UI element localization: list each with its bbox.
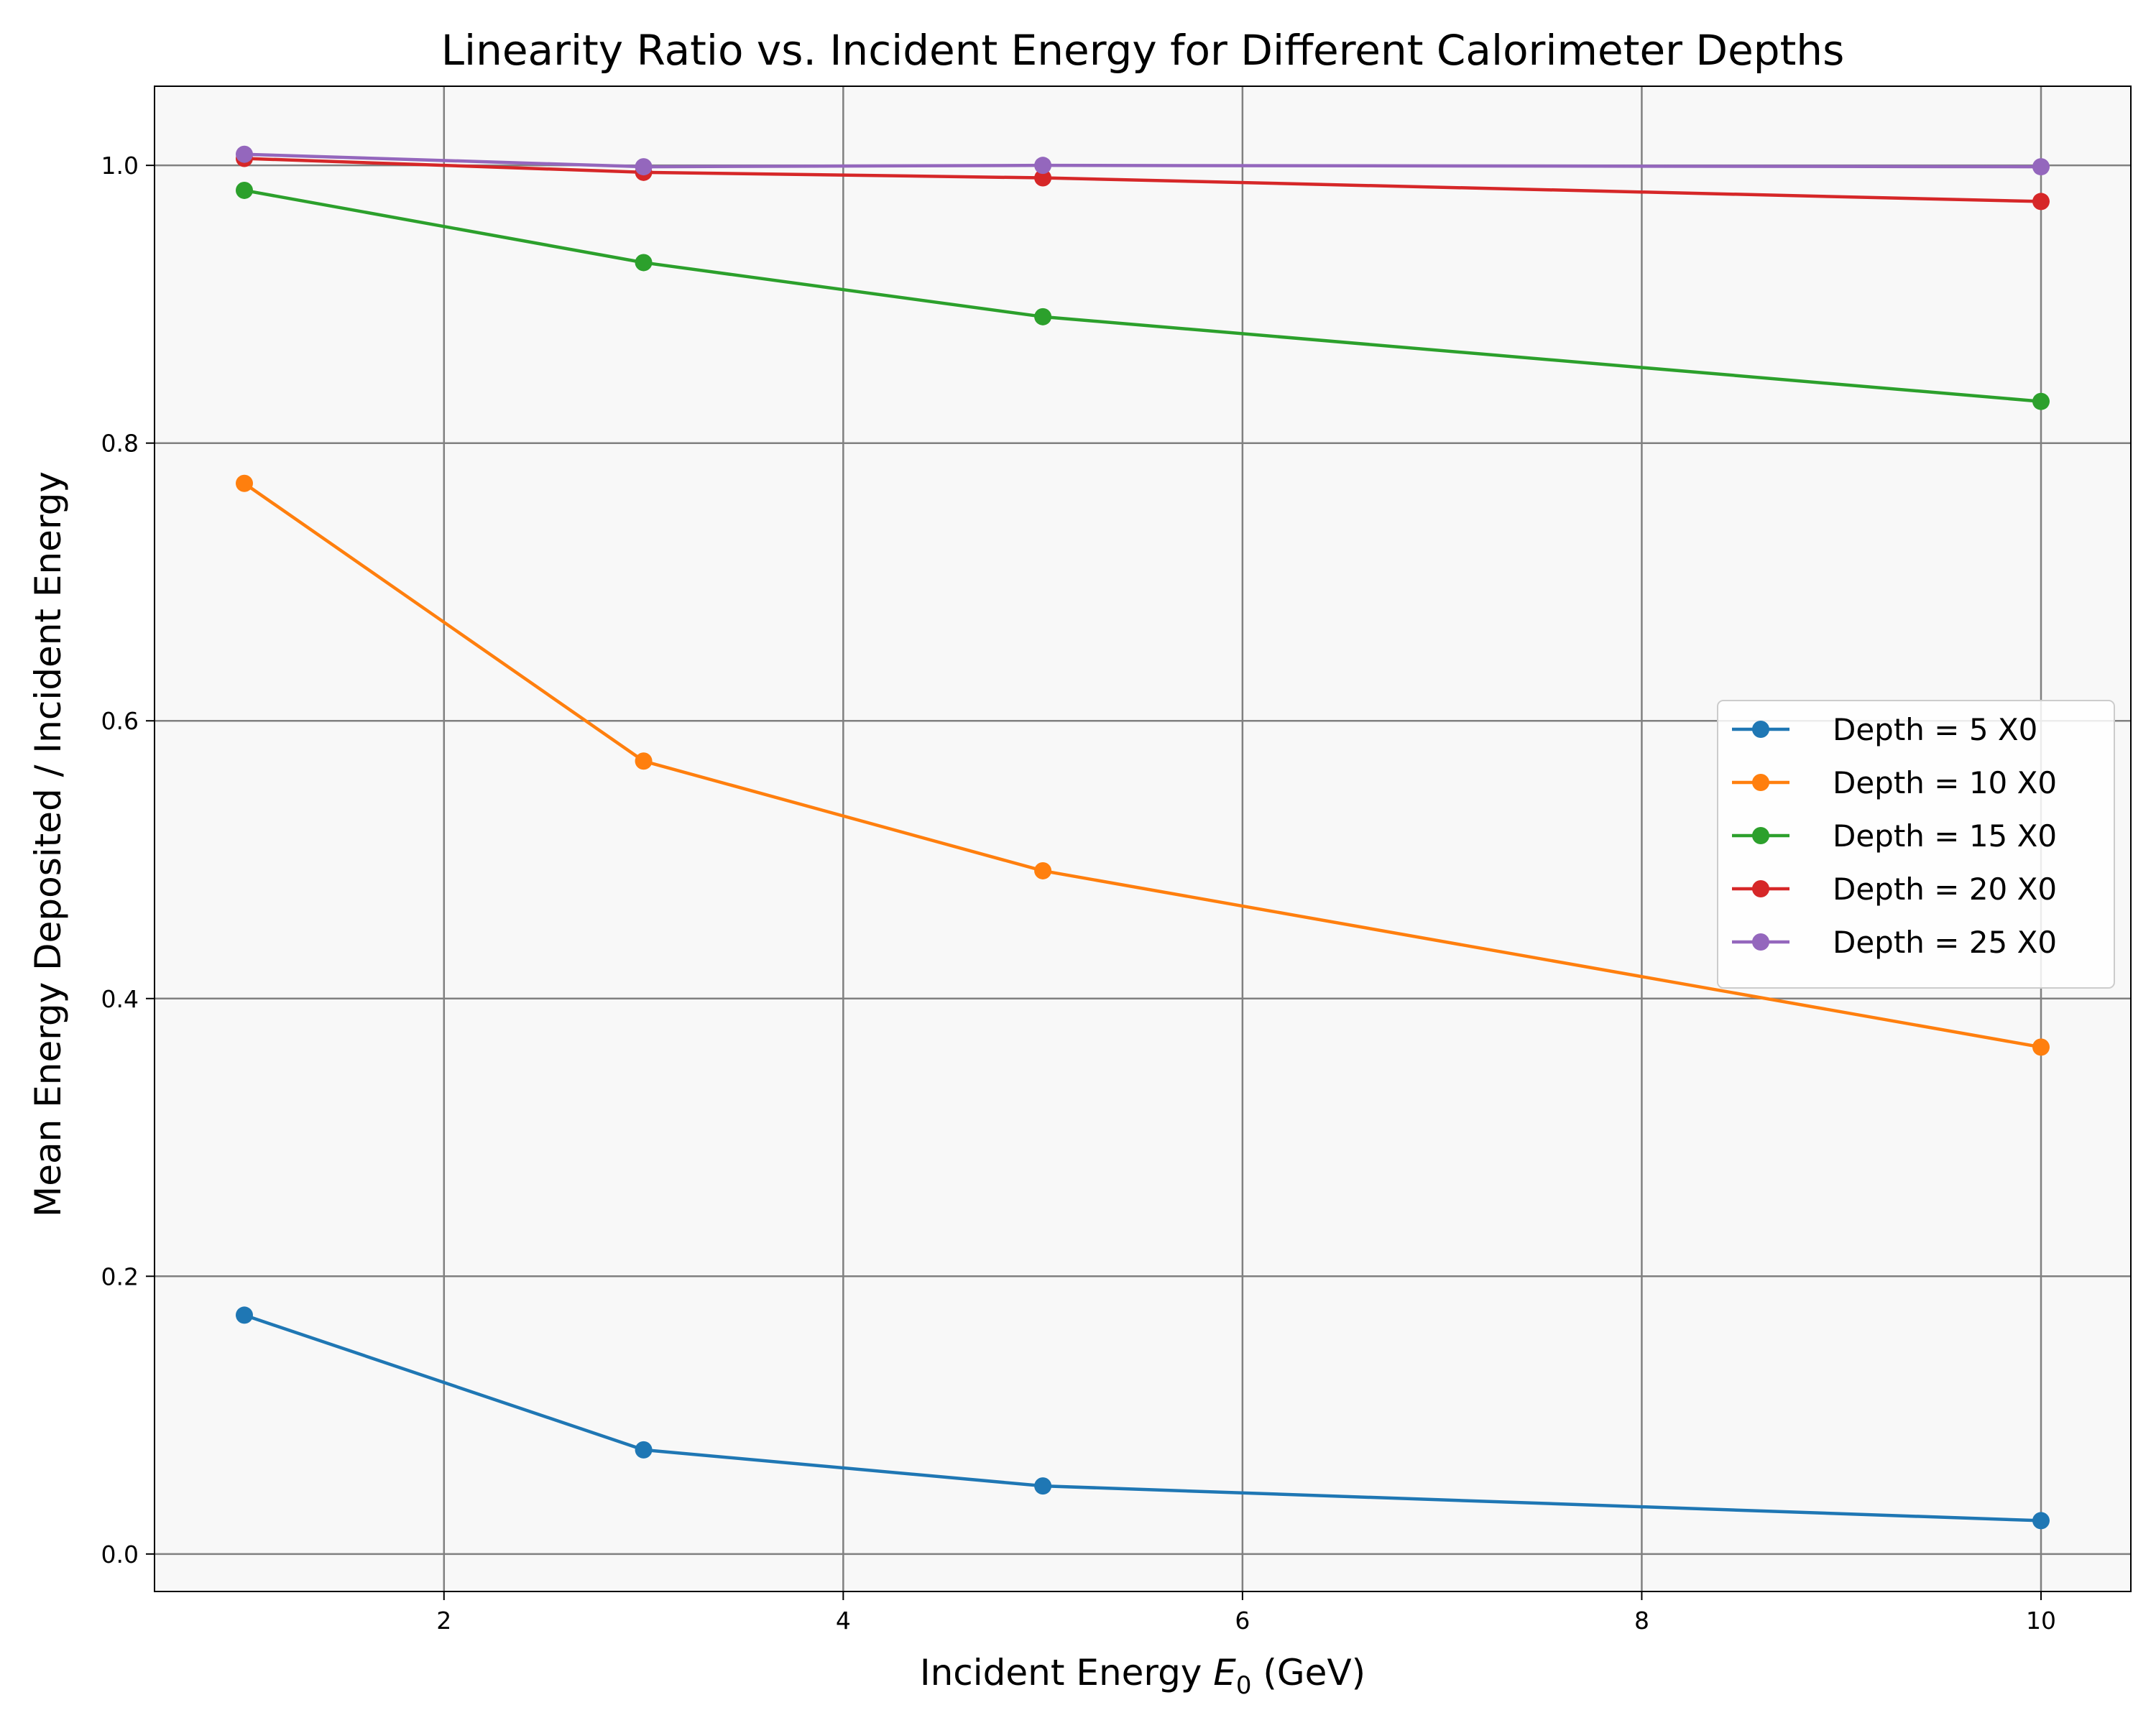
data-point (1034, 861, 1052, 879)
legend-item: Depth = 10 X0 (1732, 765, 2057, 800)
legend-label: Depth = 5 X0 (1833, 712, 2037, 747)
legend-marker (1752, 721, 1769, 738)
x-tick-label: 4 (836, 1607, 851, 1635)
data-point (635, 1441, 653, 1459)
x-tick-label: 10 (2026, 1607, 2056, 1635)
chart-title: Linearity Ratio vs. Incident Energy for … (441, 26, 1845, 75)
legend-label: Depth = 10 X0 (1833, 765, 2057, 800)
data-point (2032, 1512, 2050, 1530)
data-point (236, 181, 253, 199)
series-lines (236, 145, 2050, 1530)
legend: Depth = 5 X0 Depth = 10 X0 Depth = 15 X0 De… (1717, 700, 2115, 989)
axis-ticks: 2 4 6 8 10 0.0 0.2 0.4 0.6 0.8 1.0 (101, 152, 2056, 1635)
x-axis-label-unit: (GeV) (1252, 1652, 1366, 1694)
y-tick-label: 0.8 (101, 430, 139, 458)
data-point (1034, 157, 1052, 175)
data-point (635, 254, 653, 272)
legend-marker (1752, 774, 1769, 791)
legend-box (1717, 700, 2115, 989)
legend-item: Depth = 20 X0 (1732, 872, 2057, 907)
data-point (635, 158, 653, 176)
y-tick-label: 0.4 (101, 985, 139, 1013)
x-tick-label: 6 (1235, 1607, 1250, 1635)
series-line (244, 188, 2042, 403)
data-point (2032, 158, 2050, 176)
series-group (236, 474, 2050, 1056)
legend-label: Depth = 20 X0 (1833, 872, 2057, 907)
series-line (244, 1313, 2042, 1523)
x-axis-label-sub: 0 (1236, 1671, 1252, 1700)
legend-marker (1752, 827, 1769, 844)
legend-marker (1752, 933, 1769, 951)
data-point (2032, 193, 2050, 211)
x-tick-label: 8 (1634, 1607, 1649, 1635)
data-point (236, 474, 253, 492)
legend-label: Depth = 15 X0 (1833, 818, 2057, 854)
legend-label: Depth = 25 X0 (1833, 925, 2057, 960)
data-point (2032, 1038, 2050, 1056)
series-line (243, 481, 2042, 1049)
y-tick-label: 1.0 (101, 152, 139, 180)
y-axis-label: Mean Energy Deposited / Incident Energy (27, 471, 69, 1217)
y-tick-label: 0.2 (101, 1262, 139, 1290)
x-tick-label: 2 (436, 1607, 451, 1635)
data-point (236, 1306, 253, 1324)
data-point (1034, 1477, 1052, 1495)
plot-frame (154, 86, 2132, 1592)
x-axis-label: Incident Energy E0 (GeV) (920, 1652, 1365, 1700)
legend-item: Depth = 15 X0 (1732, 818, 2057, 854)
series-group (236, 145, 2050, 176)
data-point (1034, 169, 1052, 187)
y-tick-label: 0.6 (101, 707, 139, 735)
x-axis-label-var: E (1213, 1652, 1236, 1694)
series-line (244, 157, 2042, 203)
series-group (236, 1306, 2050, 1530)
legend-item: Depth = 25 X0 (1732, 925, 2057, 960)
data-point (635, 752, 653, 770)
data-point (2032, 392, 2050, 410)
legend-marker (1752, 880, 1769, 897)
data-point (236, 145, 253, 163)
data-point (1034, 308, 1052, 325)
x-axis-label-main: Incident Energy (920, 1652, 1213, 1694)
legend-item: Depth = 5 X0 (1732, 712, 2037, 747)
series-line (244, 152, 2042, 169)
y-tick-label: 0.0 (101, 1540, 139, 1568)
series-group (236, 181, 2050, 410)
